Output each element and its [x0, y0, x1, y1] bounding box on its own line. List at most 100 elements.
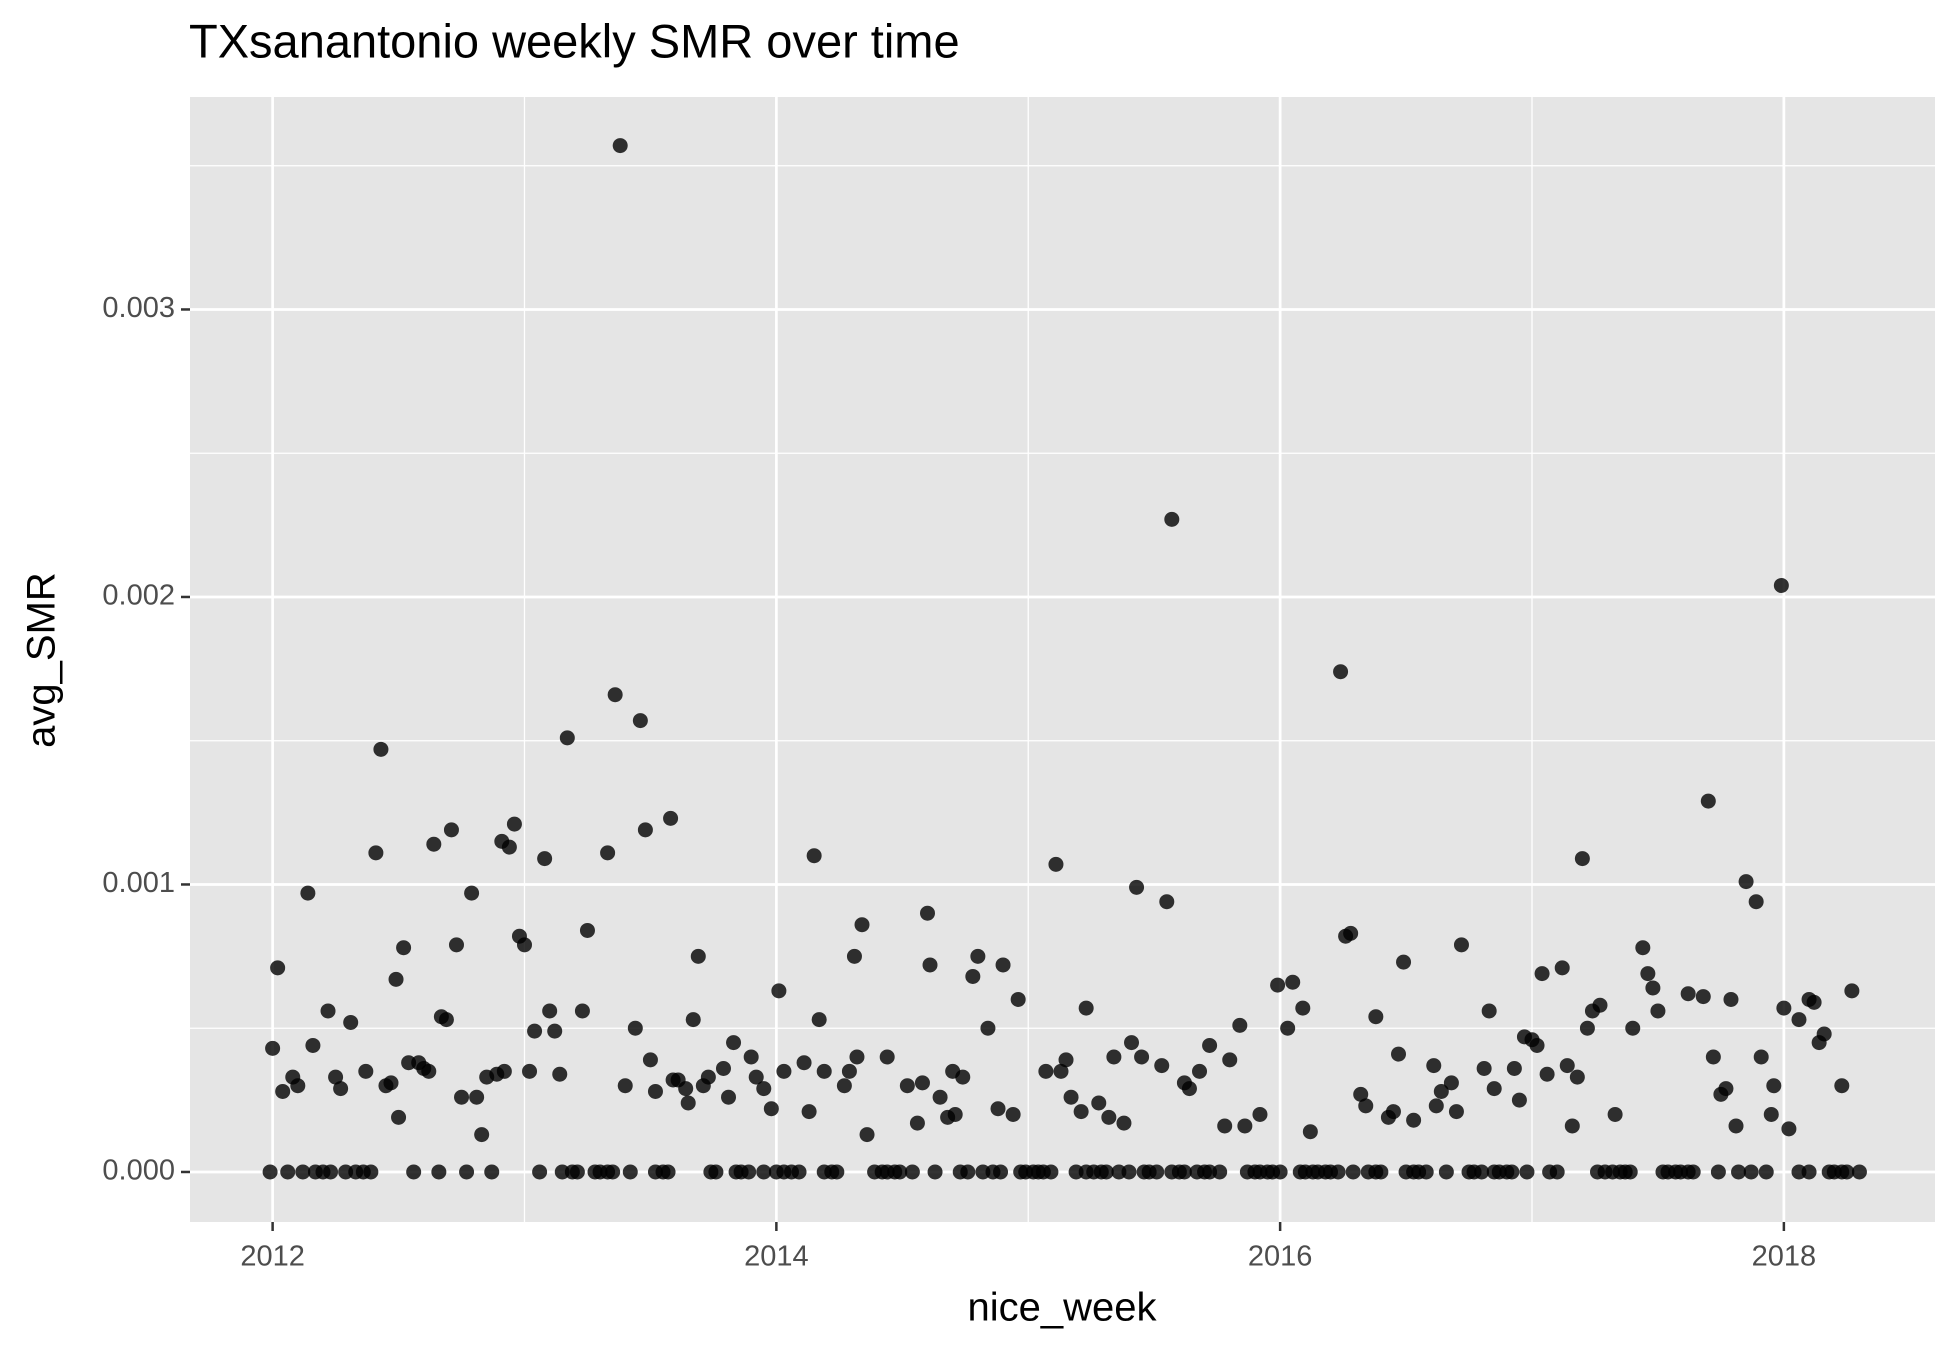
point: [431, 1164, 447, 1180]
point: [1373, 1164, 1389, 1180]
point: [383, 1075, 399, 1091]
chart-title: TXsanantonio weekly SMR over time: [189, 14, 960, 67]
point: [1202, 1037, 1218, 1053]
point: [1345, 1164, 1361, 1180]
point: [1763, 1106, 1779, 1122]
point: [373, 741, 389, 757]
point: [1252, 1106, 1268, 1122]
point: [1443, 1075, 1459, 1091]
point: [763, 1101, 779, 1117]
point: [1176, 1164, 1192, 1180]
point: [1559, 1058, 1575, 1074]
point: [1650, 1003, 1666, 1019]
point: [1529, 1037, 1545, 1053]
point: [743, 1049, 759, 1065]
point: [993, 1164, 1009, 1180]
point: [776, 1063, 792, 1079]
point: [1048, 856, 1064, 872]
point: [700, 1069, 716, 1085]
point: [1640, 966, 1656, 982]
point: [678, 1081, 694, 1097]
point: [1534, 966, 1550, 982]
y-tick-label: 0.003: [102, 292, 175, 324]
point: [1743, 1164, 1759, 1180]
point: [1073, 1104, 1089, 1120]
point: [1486, 1081, 1502, 1097]
x-tick-label: 2018: [1752, 1241, 1817, 1273]
point: [1396, 954, 1412, 970]
point: [532, 1164, 548, 1180]
point: [1705, 1049, 1721, 1065]
point: [1438, 1164, 1454, 1180]
point: [1101, 1109, 1117, 1125]
point: [262, 1164, 278, 1180]
point: [632, 713, 648, 729]
point: [448, 937, 464, 953]
point: [547, 1023, 563, 1039]
point: [1776, 1000, 1792, 1016]
point: [1549, 1164, 1565, 1180]
panel: [190, 97, 1935, 1222]
point: [829, 1164, 845, 1180]
point: [1121, 1164, 1137, 1180]
point: [660, 1164, 676, 1180]
point: [1078, 1000, 1094, 1016]
point: [527, 1023, 543, 1039]
point: [1781, 1121, 1797, 1137]
point: [1295, 1000, 1311, 1016]
point: [459, 1164, 475, 1180]
point: [1773, 577, 1789, 593]
point: [537, 851, 553, 867]
point: [919, 905, 935, 921]
point: [990, 1101, 1006, 1117]
point: [927, 1164, 943, 1180]
point: [600, 845, 616, 861]
point: [552, 1066, 568, 1082]
point: [506, 816, 522, 832]
point: [1391, 1046, 1407, 1062]
point: [516, 937, 532, 953]
point: [663, 810, 679, 826]
point: [501, 839, 517, 855]
point: [1625, 1020, 1641, 1036]
point: [617, 1078, 633, 1094]
point: [280, 1164, 296, 1180]
point: [849, 1049, 865, 1065]
point: [1710, 1164, 1726, 1180]
point: [522, 1063, 538, 1079]
point: [899, 1078, 915, 1094]
point: [756, 1164, 772, 1180]
point: [406, 1164, 422, 1180]
point: [841, 1063, 857, 1079]
point: [343, 1014, 359, 1030]
point: [1645, 980, 1661, 996]
point: [1333, 664, 1349, 680]
point: [1554, 960, 1570, 976]
point: [368, 845, 384, 861]
point: [1695, 989, 1711, 1005]
point: [637, 822, 653, 838]
point: [1106, 1049, 1122, 1065]
point: [1091, 1095, 1107, 1111]
point: [1731, 1164, 1747, 1180]
point: [791, 1164, 807, 1180]
point: [1385, 1104, 1401, 1120]
point: [1063, 1089, 1079, 1105]
point: [1343, 925, 1359, 941]
point: [438, 1012, 454, 1028]
point: [1237, 1118, 1253, 1134]
point: [1280, 1020, 1296, 1036]
x-tick-label: 2014: [744, 1241, 809, 1273]
point: [1806, 994, 1822, 1010]
point: [854, 917, 870, 933]
point: [1124, 1035, 1140, 1051]
point: [932, 1089, 948, 1105]
point: [1222, 1052, 1238, 1068]
point: [715, 1060, 731, 1076]
point: [995, 957, 1011, 973]
point: [801, 1104, 817, 1120]
point: [1839, 1164, 1855, 1180]
point: [1448, 1104, 1464, 1120]
